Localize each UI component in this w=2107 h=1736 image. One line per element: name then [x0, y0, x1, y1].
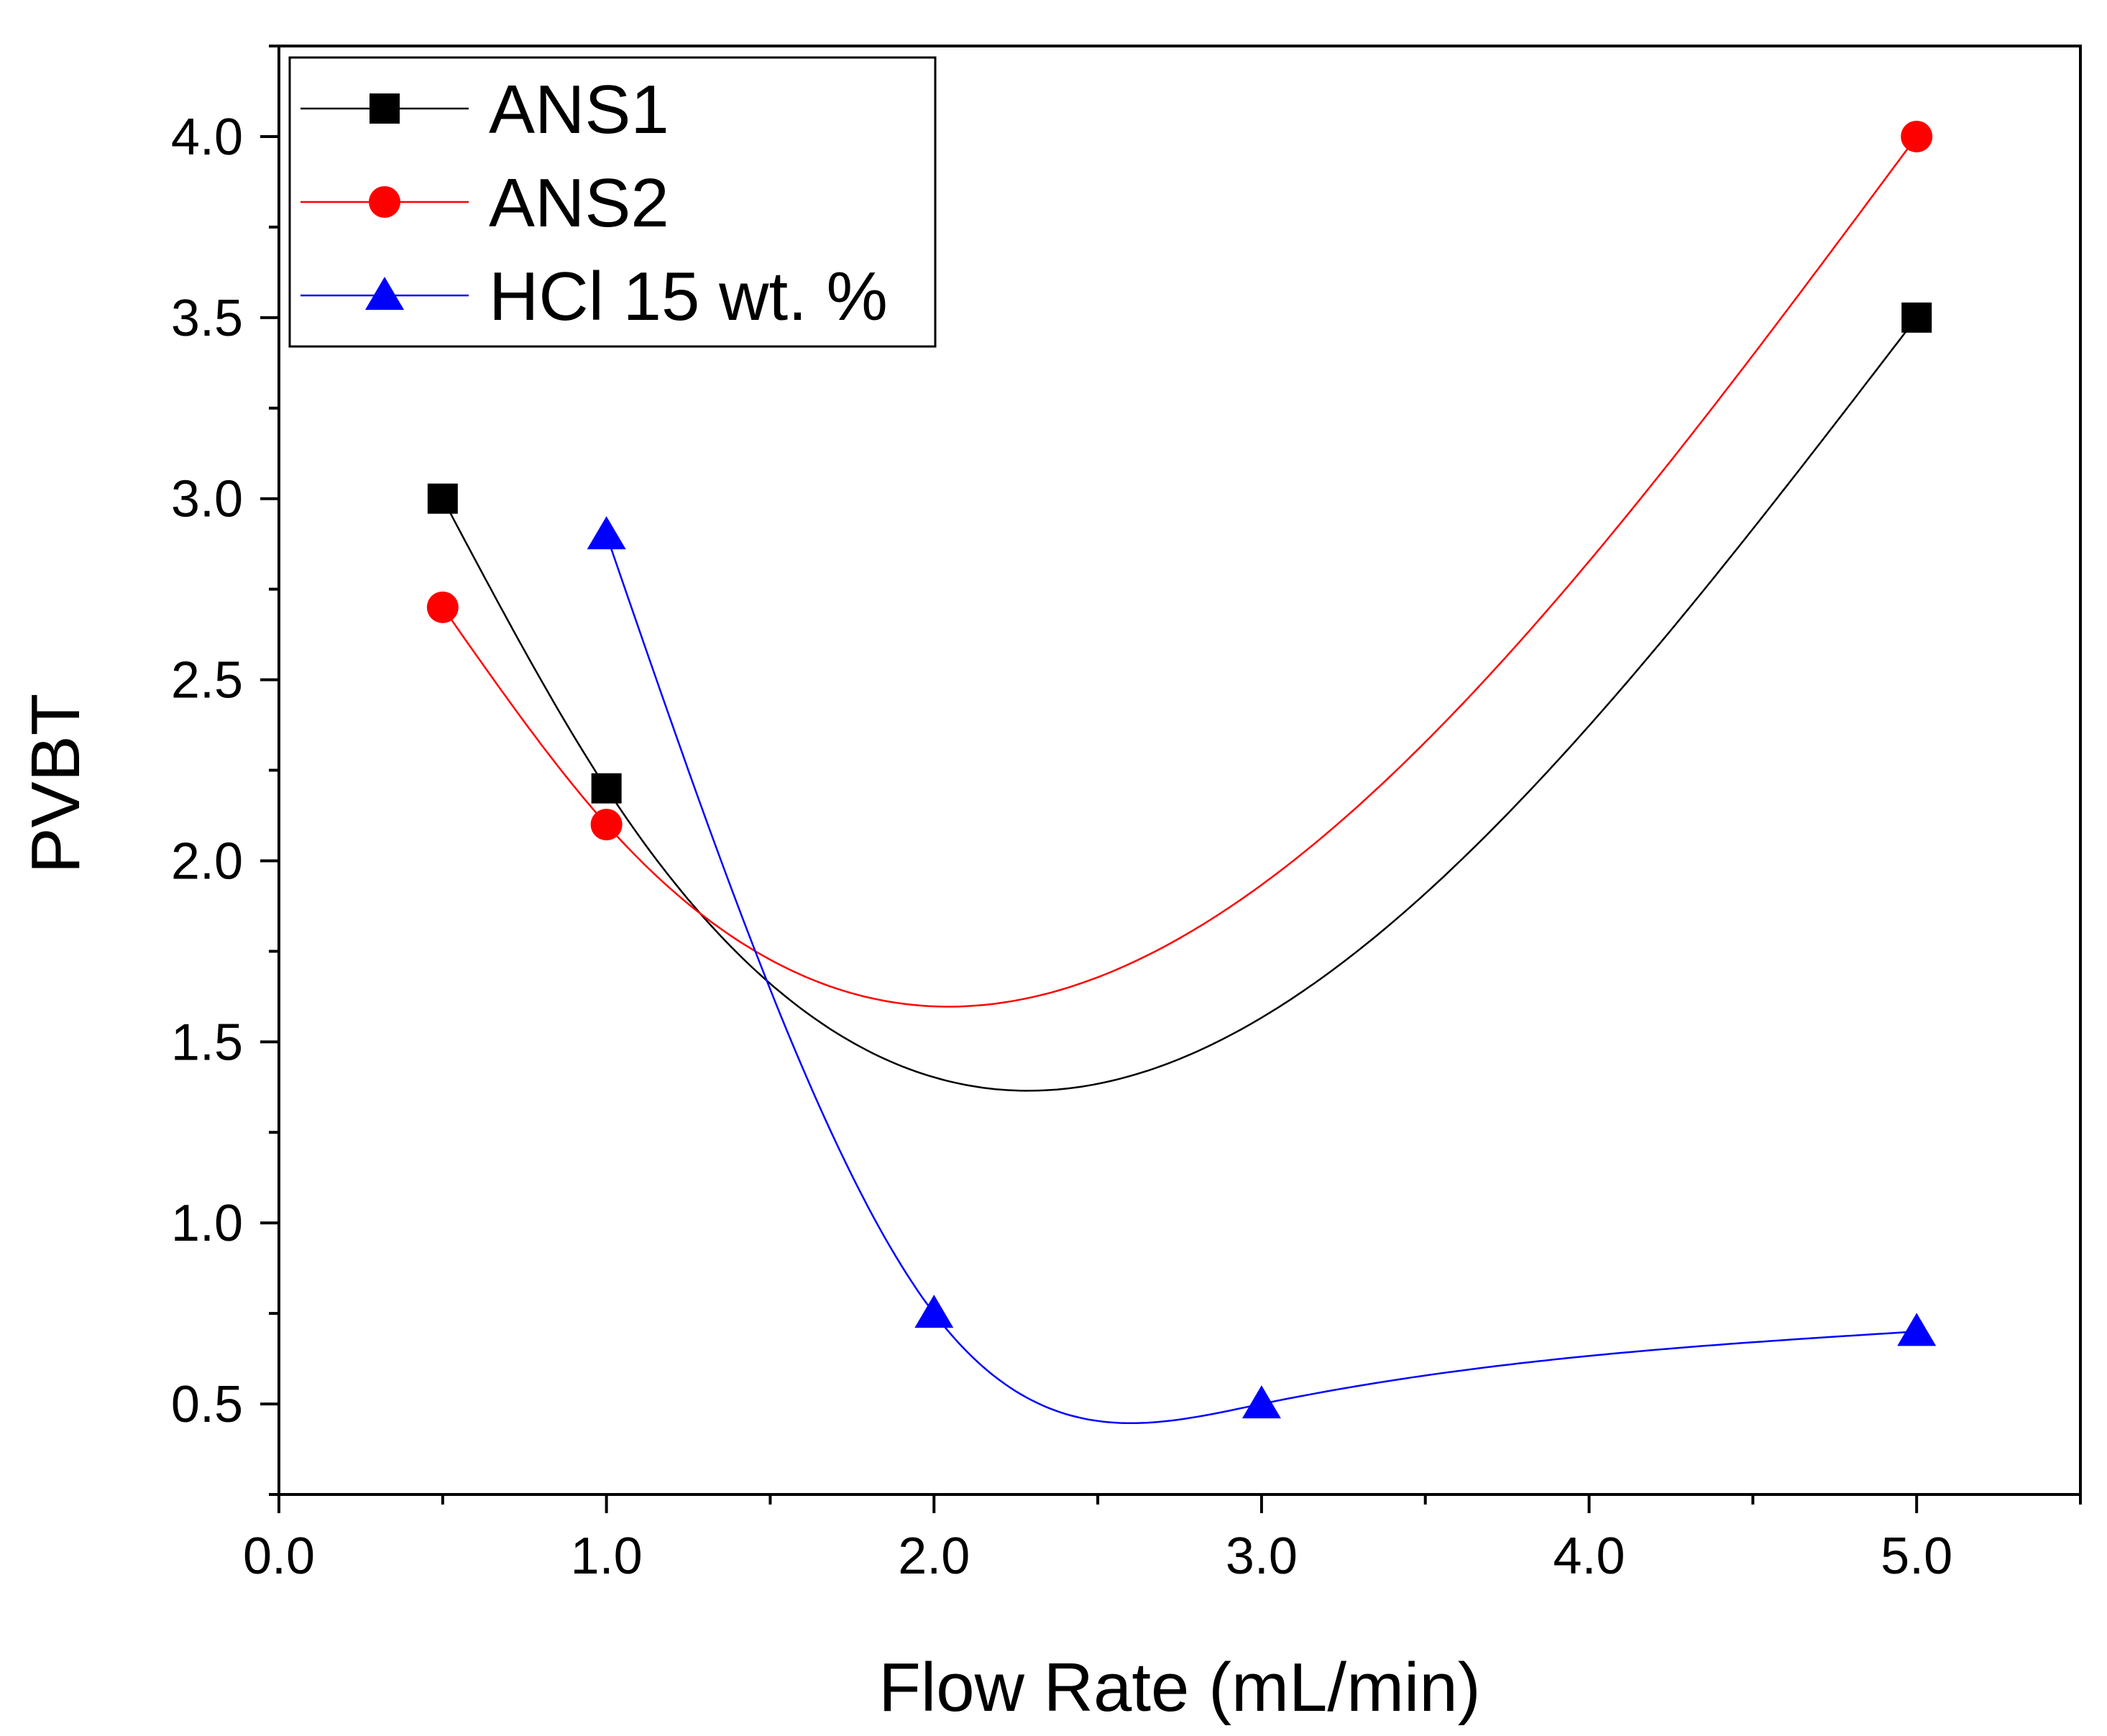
data-point-circle — [590, 809, 623, 841]
x-tick-label: 5.0 — [1881, 1528, 1952, 1585]
series-line-2 — [605, 534, 1917, 1425]
data-point-triangle — [1897, 1313, 1937, 1346]
data-point-square — [427, 483, 458, 514]
data-point-circle — [1901, 120, 1933, 152]
y-tick-label: 3.5 — [171, 290, 243, 347]
y-tick-label: 1.5 — [171, 1014, 243, 1071]
data-point-square — [591, 773, 622, 804]
y-tick-label: 1.0 — [171, 1195, 243, 1252]
series-line-0 — [441, 317, 1918, 1092]
y-axis-title: PVBT — [17, 694, 94, 874]
x-tick-label: 0.0 — [243, 1528, 315, 1585]
y-tick-label: 4.0 — [171, 109, 243, 166]
legend-label: HCl 15 wt. % — [489, 258, 888, 335]
legend-marker-square — [369, 93, 400, 124]
data-point-triangle — [914, 1295, 954, 1328]
y-axis: 0.5 1.0 1.5 2.0 2.5 3.0 3.5 4.0 — [171, 45, 279, 1496]
legend-label: ANS2 — [489, 165, 669, 242]
x-axis-title: Flow Rate (mL/min) — [878, 1649, 1480, 1726]
data-point-circle — [426, 591, 459, 623]
data-point-triangle — [587, 516, 626, 550]
legend-marker-triangle — [365, 277, 404, 310]
y-tick-label: 2.5 — [171, 652, 243, 709]
y-tick-label: 0.5 — [171, 1376, 243, 1433]
series-line-1 — [441, 136, 1918, 1008]
y-tick-label: 3.0 — [171, 471, 243, 528]
x-tick-label: 4.0 — [1553, 1528, 1625, 1585]
x-axis: 0.0 1.0 2.0 3.0 4.0 5.0 — [243, 1494, 2082, 1585]
data-point-square — [1901, 302, 1932, 333]
x-tick-label: 1.0 — [571, 1528, 643, 1585]
legend: ANS1 ANS2 HCl 15 wt. % — [288, 56, 937, 348]
y-tick-label: 2.0 — [171, 832, 243, 890]
legend-label: ANS1 — [489, 71, 669, 148]
x-tick-label: 2.0 — [898, 1528, 970, 1585]
x-tick-label: 3.0 — [1226, 1528, 1298, 1585]
data-point-triangle — [1241, 1385, 1281, 1419]
legend-marker-circle — [369, 186, 400, 218]
series-markers — [426, 120, 1937, 1419]
